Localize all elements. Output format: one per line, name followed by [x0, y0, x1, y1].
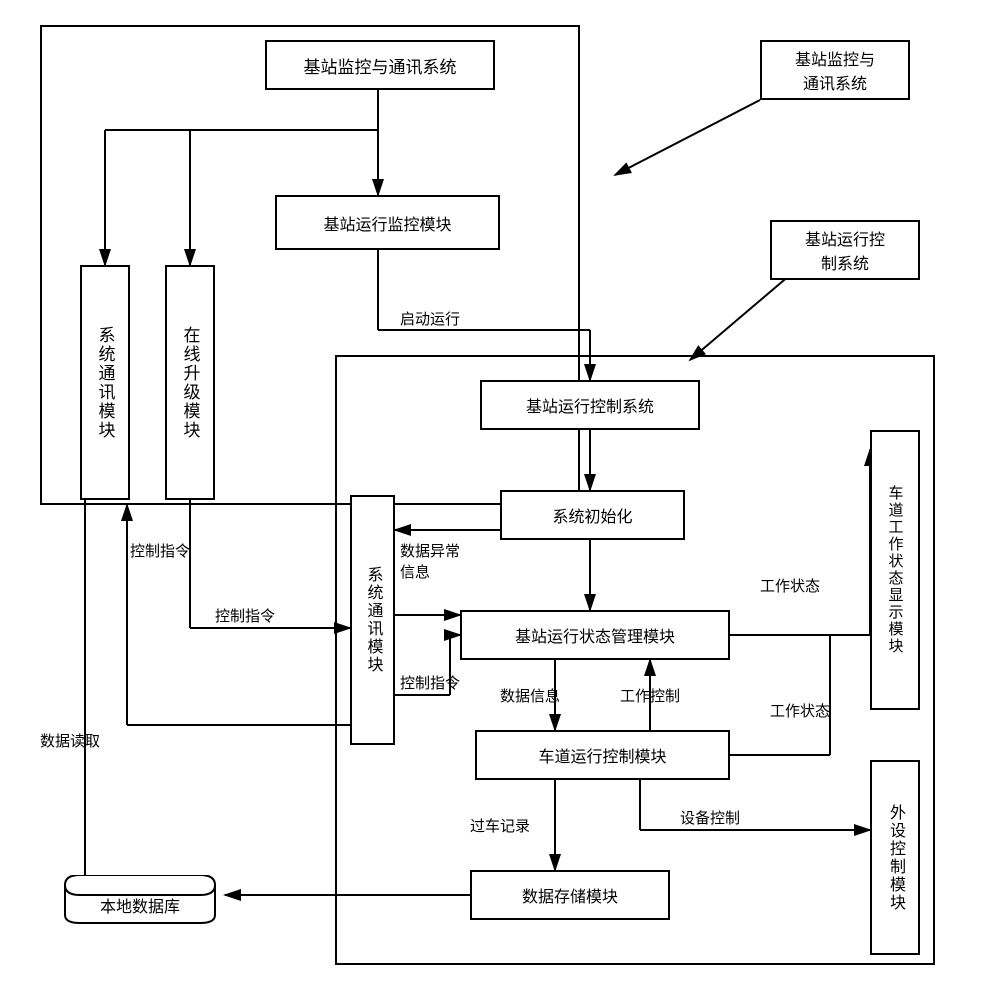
lbl-data-abn: 数据异常信息 [400, 540, 470, 582]
lbl-workstatus2: 工作状态 [770, 700, 830, 721]
sys-init: 系统初始化 [500, 490, 685, 540]
lbl-data-read: 数据读取 [40, 730, 100, 751]
lbl-start-run: 启动运行 [400, 308, 460, 329]
data-store: 数据存储模块 [470, 870, 670, 920]
lbl-workctrl: 工作控制 [620, 685, 680, 706]
monitor-sys-title: 基站监控与通讯系统 [265, 40, 495, 90]
periph-control: 外设控制模块 [870, 760, 920, 955]
monitor-run-mod: 基站运行监控模块 [275, 195, 500, 250]
control-sys-title: 基站运行控制系统 [480, 380, 700, 430]
lbl-ctrl3: 控制指令 [400, 672, 460, 693]
lbl-ctrl1: 控制指令 [130, 540, 190, 561]
status-mgmt: 基站运行状态管理模块 [460, 610, 730, 660]
lbl-workstatus1: 工作状态 [760, 575, 820, 596]
lbl-ctrl2: 控制指令 [215, 605, 275, 626]
online-upgrade: 在线升级模块 [165, 265, 215, 500]
callout-monitor: 基站监控与 通讯系统 [760, 40, 910, 100]
lbl-devctrl: 设备控制 [680, 807, 740, 828]
diagram-canvas: 基站监控与 通讯系统 基站运行控 制系统 基站监控与通讯系统 系统通讯模块 在线… [0, 0, 992, 1000]
lbl-datainfo: 数据信息 [500, 685, 560, 706]
lane-control: 车道运行控制模块 [475, 730, 730, 780]
sys-comm-left: 系统通讯模块 [80, 265, 130, 500]
lbl-passrecord: 过车记录 [470, 815, 530, 836]
callout-control: 基站运行控 制系统 [770, 220, 920, 280]
local-db: 本地数据库 [55, 875, 225, 925]
lane-status-disp: 车道工作状态显示模块 [870, 430, 920, 710]
sys-comm-right: 系统通讯模块 [350, 495, 395, 745]
local-db-label: 本地数据库 [55, 893, 225, 917]
